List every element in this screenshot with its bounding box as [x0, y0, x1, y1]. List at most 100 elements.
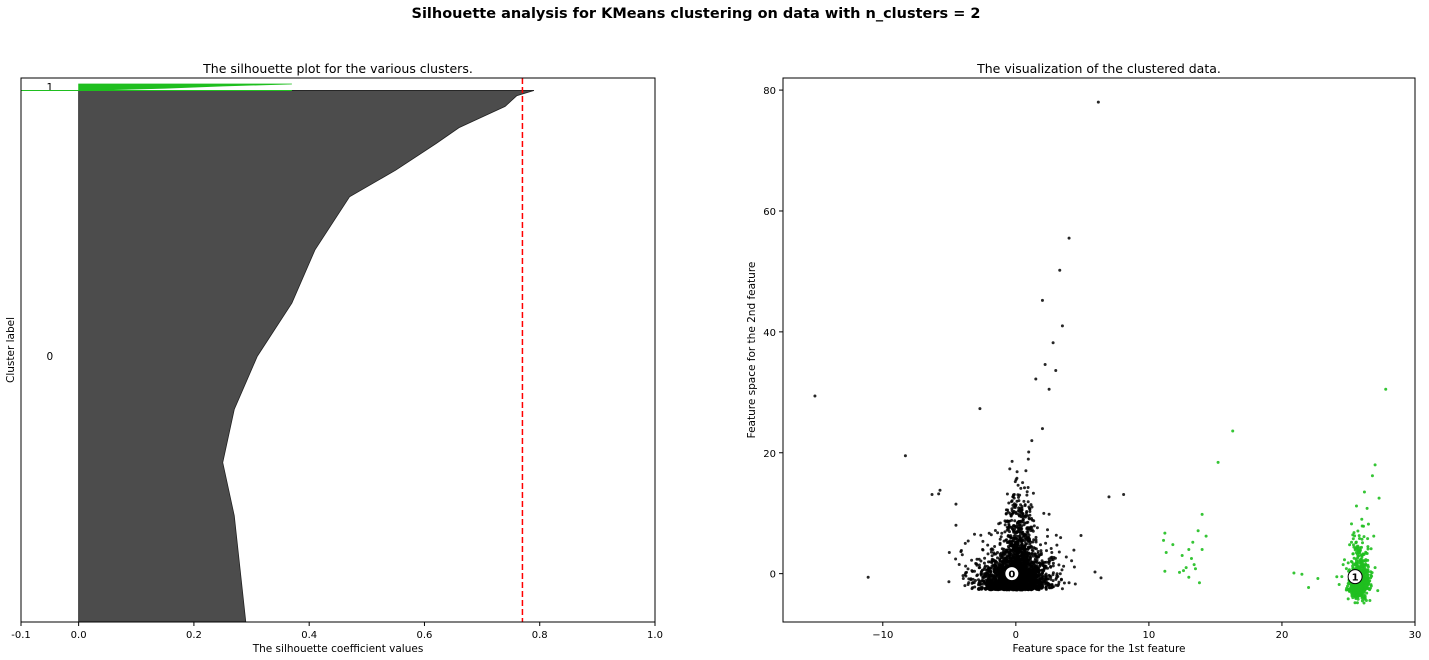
cluster-0-point	[1028, 507, 1032, 511]
cluster-0-point	[1060, 568, 1064, 572]
cluster-scatter-plot: The visualization of the clustered data.…	[746, 61, 1421, 655]
cluster-0-point	[1079, 534, 1083, 537]
cluster-1-point	[1292, 571, 1296, 575]
cluster-0-point	[1033, 578, 1037, 582]
cluster-1-point	[1355, 559, 1358, 563]
cluster-0-point	[1005, 557, 1009, 561]
cluster-1-point	[1360, 517, 1364, 521]
silhouette-plot-title: The silhouette plot for the various clus…	[202, 61, 473, 76]
cluster-0-point	[1025, 526, 1029, 530]
cluster-0-point	[1062, 564, 1066, 568]
cluster-1-point	[1366, 573, 1369, 577]
cluster-0-point	[1013, 506, 1017, 509]
cluster-0-point	[1020, 524, 1024, 528]
cluster-0-point	[1000, 556, 1004, 560]
cluster-1-point	[1360, 569, 1364, 573]
cluster-0-point	[1007, 552, 1011, 556]
cluster-0-point	[1030, 569, 1034, 573]
cluster-1-point	[1349, 582, 1353, 586]
cluster-0-point	[1010, 509, 1014, 513]
cluster-0-point	[1057, 582, 1061, 586]
cluster-1-point	[1366, 545, 1370, 549]
cluster-0-point	[1044, 586, 1048, 590]
cluster-0-point	[1018, 536, 1022, 540]
cluster-1-point	[1351, 537, 1355, 541]
cluster-0-point	[990, 554, 994, 558]
cluster-0-point	[1023, 486, 1026, 490]
cluster-0-point	[1019, 503, 1023, 507]
cluster-0-point	[903, 454, 907, 458]
cluster-0-point	[1013, 542, 1017, 546]
cluster-1-point	[1365, 591, 1369, 595]
cluster-0-point	[1025, 493, 1029, 497]
cluster-0-point	[1022, 584, 1026, 588]
cluster-0-point	[1059, 578, 1063, 582]
cluster-0-point	[1010, 548, 1014, 552]
cluster-1-point	[1360, 553, 1364, 557]
cluster-1-point	[1363, 570, 1367, 574]
cluster-1-point	[1359, 567, 1363, 571]
x-tick-label: 0.8	[532, 630, 548, 641]
cluster-0-point	[1047, 387, 1051, 391]
cluster-0-point	[992, 559, 996, 563]
cluster-0-point	[1035, 526, 1039, 530]
cluster-0-point	[1026, 570, 1030, 574]
cluster-0-point	[954, 523, 958, 527]
cluster-0-point	[1018, 531, 1022, 535]
cluster-0-point	[1021, 512, 1025, 516]
cluster-0-point	[1025, 565, 1029, 569]
cluster-0-point	[1034, 377, 1038, 381]
cluster-1-point	[1342, 558, 1346, 562]
cluster-0-point	[1017, 581, 1021, 585]
cluster-0-point	[978, 582, 982, 586]
cluster-0-point	[1040, 427, 1044, 431]
cluster-0-point	[1030, 439, 1034, 443]
cluster-0-point	[980, 568, 984, 572]
cluster-0-point	[1007, 524, 1011, 527]
cluster-0-point	[960, 553, 964, 557]
cluster-0-point	[1026, 500, 1030, 504]
cluster-1-point	[1359, 585, 1363, 588]
cluster-1-point	[1347, 568, 1351, 572]
cluster-0-point	[1016, 493, 1020, 497]
cluster-0-point	[1004, 538, 1008, 542]
cluster-0-point	[1020, 561, 1024, 565]
cluster-0-point	[1005, 560, 1009, 564]
cluster-0-point	[1055, 574, 1059, 578]
cluster-0-point	[1034, 584, 1038, 588]
cluster-1-point	[1300, 572, 1304, 576]
cluster-0-point	[1008, 467, 1012, 471]
cluster-0-point	[1017, 548, 1020, 552]
cluster-0-point	[1000, 581, 1004, 585]
cluster-0-point	[1040, 586, 1043, 590]
cluster-0-point	[1030, 584, 1034, 588]
cluster-0-point	[977, 588, 981, 591]
cluster-0-point	[1020, 578, 1024, 581]
cluster-0-point	[1016, 553, 1019, 556]
cluster-1-point	[1354, 585, 1358, 589]
cluster-1-point	[1376, 589, 1380, 593]
cluster-1-point	[1362, 567, 1366, 571]
cluster-0-point	[978, 407, 982, 411]
cluster-0-point	[1012, 546, 1016, 550]
cluster-0-point	[1000, 584, 1004, 588]
cluster-0-point	[1096, 100, 1100, 104]
silhouette-plot-frame	[20, 77, 656, 623]
cluster-1-point	[1360, 565, 1364, 568]
cluster-0-point	[1057, 550, 1061, 554]
cluster-0-point	[1013, 527, 1017, 531]
cluster-1-point	[1356, 529, 1360, 533]
cluster-0-point	[1059, 536, 1063, 540]
cluster-1-point	[1164, 550, 1168, 554]
cluster-1-point	[1351, 566, 1355, 570]
cluster-center-marker-0	[1004, 566, 1020, 582]
cluster-0-point	[1042, 511, 1046, 515]
x-tick-label: 0.2	[186, 630, 202, 641]
cluster-1-point	[1341, 563, 1345, 567]
cluster-1-point	[1366, 565, 1370, 569]
cluster-0-point	[1038, 581, 1042, 585]
cluster-0-point	[1003, 577, 1006, 581]
cluster-1-point	[1350, 591, 1354, 595]
cluster-1-point	[1366, 576, 1370, 580]
cluster-0-point	[1020, 543, 1023, 547]
